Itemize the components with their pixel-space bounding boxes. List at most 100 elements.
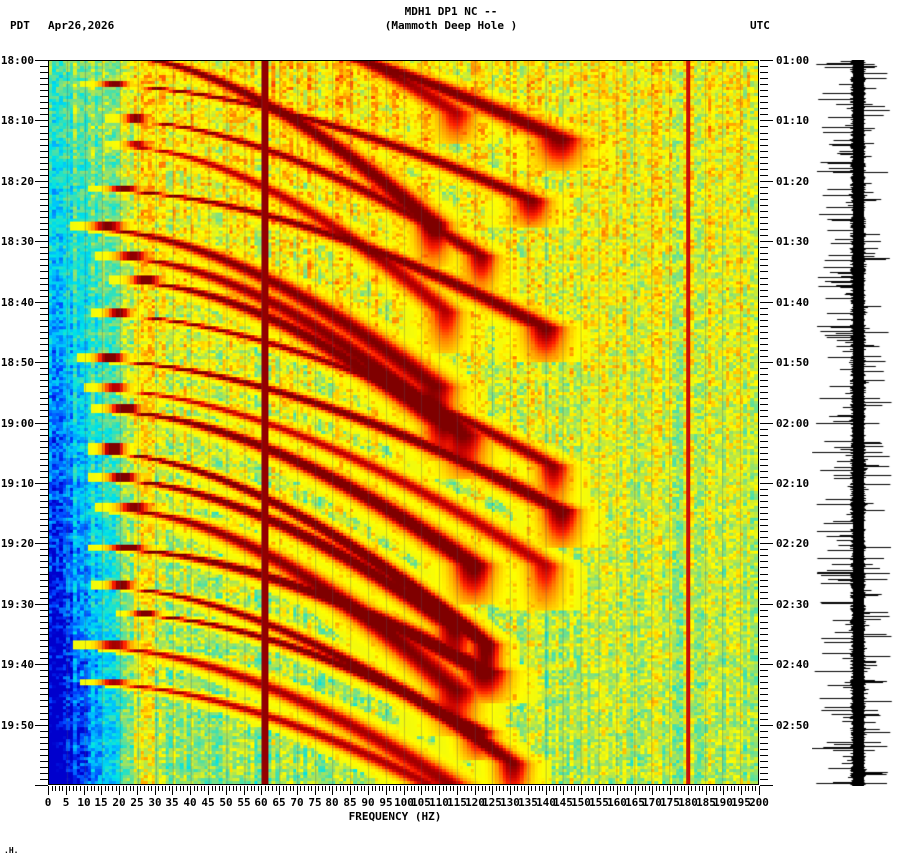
freq-axis-minor-tick <box>268 786 269 791</box>
left-axis-minor-tick <box>40 404 48 405</box>
frequency-tick-label: 160 <box>607 796 627 809</box>
left-axis-minor-tick <box>40 187 48 188</box>
freq-axis-minor-tick <box>286 786 287 791</box>
freq-axis-major-tick <box>723 786 724 795</box>
right-axis-minor-tick <box>760 706 768 707</box>
left-axis-minor-tick <box>40 592 48 593</box>
freq-axis-minor-tick <box>393 786 394 791</box>
right-axis-minor-tick <box>760 465 768 466</box>
right-axis-major-tick <box>760 543 773 544</box>
freq-axis-major-tick <box>652 786 653 795</box>
frequency-tick-label: 55 <box>237 796 251 809</box>
left-axis-minor-tick <box>40 247 48 248</box>
freq-axis-minor-tick <box>681 786 682 791</box>
left-axis-minor-tick <box>40 755 48 756</box>
freq-axis-minor-tick <box>667 786 668 791</box>
frequency-tick-label: 35 <box>165 796 179 809</box>
left-axis-minor-tick <box>40 217 48 218</box>
right-axis-minor-tick <box>760 247 768 248</box>
freq-axis-minor-tick <box>489 786 490 791</box>
left-axis-minor-tick <box>40 555 48 556</box>
freq-axis-minor-tick <box>116 786 117 791</box>
freq-axis-major-tick <box>546 786 547 795</box>
right-axis-major-tick <box>760 725 773 726</box>
freq-axis-minor-tick <box>642 786 643 791</box>
freq-axis-minor-tick <box>709 786 710 791</box>
freq-axis-minor-tick <box>130 786 131 791</box>
freq-axis-minor-tick <box>731 786 732 791</box>
freq-axis-major-tick <box>244 786 245 795</box>
freq-axis-minor-tick <box>627 786 628 791</box>
right-axis-minor-tick <box>760 713 768 714</box>
left-time-tick-label: 18:50 <box>0 356 34 369</box>
freq-axis-minor-tick <box>148 786 149 791</box>
right-axis-major-tick <box>760 302 773 303</box>
frequency-tick-label: 50 <box>219 796 233 809</box>
freq-axis-minor-tick <box>674 786 675 791</box>
date-label: Apr26,2026 <box>48 19 115 32</box>
left-time-tick-label: 18:20 <box>0 175 34 188</box>
right-axis-minor-tick <box>760 223 768 224</box>
freq-axis-minor-tick <box>158 786 159 791</box>
left-axis-minor-tick <box>40 205 48 206</box>
freq-axis-minor-tick <box>169 786 170 791</box>
freq-axis-major-tick <box>492 786 493 795</box>
right-axis-minor-tick <box>760 290 768 291</box>
freq-axis-major-tick <box>119 786 120 795</box>
right-axis-minor-tick <box>760 175 768 176</box>
frequency-tick-label: 30 <box>148 796 162 809</box>
left-axis-minor-tick <box>40 265 48 266</box>
freq-axis-minor-tick <box>521 786 522 791</box>
right-axis-minor-tick <box>760 567 768 568</box>
freq-axis-minor-tick <box>425 786 426 791</box>
left-axis-minor-tick <box>40 169 48 170</box>
left-axis-minor-tick <box>40 114 48 115</box>
frequency-tick-label: 85 <box>343 796 357 809</box>
freq-axis-minor-tick <box>272 786 273 791</box>
frequency-tick-label: 105 <box>411 796 431 809</box>
left-axis-minor-tick <box>40 682 48 683</box>
left-axis-minor-tick <box>40 151 48 152</box>
freq-axis-minor-tick <box>610 786 611 791</box>
left-axis-minor-tick <box>40 501 48 502</box>
freq-axis-minor-tick <box>507 786 508 791</box>
seismogram-canvas[interactable] <box>812 60 898 786</box>
frequency-tick-label: 195 <box>731 796 751 809</box>
freq-axis-major-tick <box>332 786 333 795</box>
freq-axis-major-tick <box>741 786 742 795</box>
freq-axis-minor-tick <box>567 786 568 791</box>
freq-axis-minor-tick <box>59 786 60 791</box>
right-axis-minor-tick <box>760 108 768 109</box>
right-axis-minor-tick <box>760 616 768 617</box>
left-axis-minor-tick <box>40 713 48 714</box>
right-axis-minor-tick <box>760 126 768 127</box>
right-axis-major-tick <box>760 120 773 121</box>
freq-axis-minor-tick <box>482 786 483 791</box>
seismogram-panel[interactable] <box>812 60 898 786</box>
right-axis-minor-tick <box>760 525 768 526</box>
right-axis-minor-tick <box>760 634 768 635</box>
left-time-tick-label: 19:30 <box>0 598 34 611</box>
right-axis-minor-tick <box>760 296 768 297</box>
left-axis-major-tick <box>35 664 48 665</box>
freq-axis-minor-tick <box>663 786 664 791</box>
right-axis-minor-tick <box>760 749 768 750</box>
left-axis-minor-tick <box>40 284 48 285</box>
spectrogram-plot[interactable] <box>48 60 759 785</box>
right-axis-minor-tick <box>760 561 768 562</box>
right-axis-minor-tick <box>760 84 768 85</box>
right-axis-minor-tick <box>760 489 768 490</box>
left-axis-major-tick <box>35 543 48 544</box>
freq-axis-major-tick <box>563 786 564 795</box>
left-axis-minor-tick <box>40 66 48 67</box>
freq-axis-minor-tick <box>69 786 70 791</box>
left-axis-minor-tick <box>40 126 48 127</box>
spectrogram-canvas[interactable] <box>49 61 758 784</box>
freq-axis-major-tick <box>261 786 262 795</box>
left-axis-minor-tick <box>40 471 48 472</box>
right-axis-minor-tick <box>760 622 768 623</box>
frequency-tick-label: 95 <box>379 796 393 809</box>
left-time-tick-label: 18:00 <box>0 54 34 67</box>
left-axis-minor-tick <box>40 193 48 194</box>
freq-axis-minor-tick <box>606 786 607 791</box>
